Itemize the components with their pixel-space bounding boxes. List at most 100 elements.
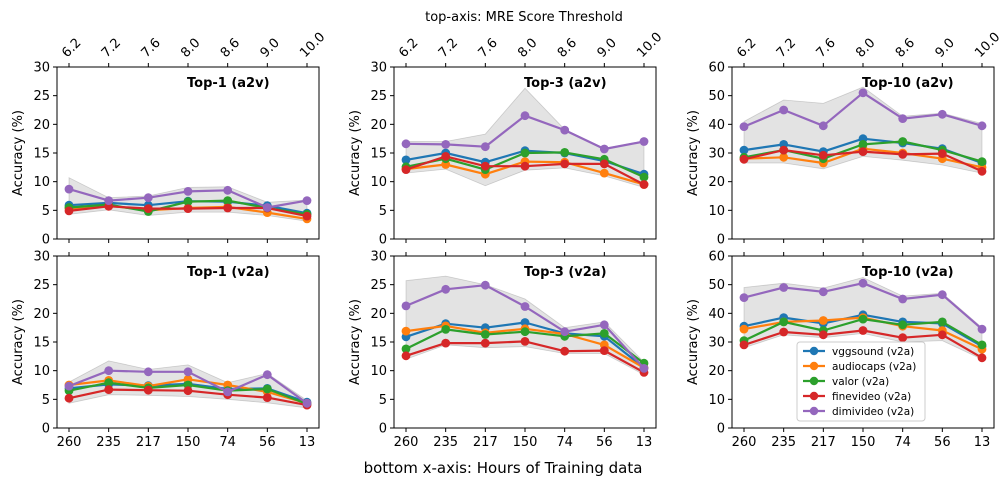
top-10-a2v-ytick-label-6: 60 xyxy=(708,61,725,76)
top-1-v2a-xtick-label-1: 235 xyxy=(96,435,121,450)
top-10-v2a-point-dimivideo-4 xyxy=(898,294,908,304)
top-3-a2v-ytick-label-5: 25 xyxy=(370,89,387,104)
top-1-a2v-top-tick-label-1: 7.2 xyxy=(99,36,124,61)
legend-marker-audiocaps xyxy=(809,361,819,371)
top-1-v2a-xtick-label-2: 217 xyxy=(136,435,161,450)
top-10-v2a-xtick-label-0: 260 xyxy=(732,435,757,450)
top-1-v2a-point-dimivideo-0 xyxy=(64,381,74,391)
top-3-a2v-top-tick-label-4: 8.6 xyxy=(555,36,580,61)
top-1-a2v-point-finevideo-6 xyxy=(302,211,312,221)
top-10-a2v-point-dimivideo-1 xyxy=(779,105,789,115)
top-1-v2a-xtick-label-6: 13 xyxy=(299,435,316,450)
legend-marker-finevideo xyxy=(809,391,819,401)
top-3-a2v-top-tick-label-1: 7.2 xyxy=(436,36,461,61)
top-1-a2v-ytick-label-0: 0 xyxy=(42,233,50,248)
top-10-v2a-ytick-label-6: 60 xyxy=(708,250,725,265)
top-10-a2v-point-finevideo-2 xyxy=(818,150,828,160)
top-3-v2a-xtick-label-4: 74 xyxy=(556,435,573,450)
top-3-v2a-xtick-label-3: 150 xyxy=(513,435,538,450)
legend-marker-dimivideo xyxy=(809,406,819,416)
top-3-v2a-point-finevideo-3 xyxy=(520,337,530,346)
top-10-a2v-point-vggsound-0 xyxy=(739,145,749,155)
top-3-a2v-point-dimivideo-0 xyxy=(401,139,411,149)
top-3-v2a-ylabel: Accuracy (%) xyxy=(348,299,363,385)
legend-label-valor: valor (v2a) xyxy=(832,376,889,388)
top-1-a2v-ytick-label-2: 10 xyxy=(33,175,50,190)
top-10-a2v-ytick-label-0: 0 xyxy=(717,233,725,248)
top-10-v2a-point-audiocaps-0 xyxy=(739,324,749,334)
top-3-a2v-top-tick-label-6: 10.0 xyxy=(634,30,665,61)
top-3-v2a-xtick-label-2: 217 xyxy=(473,435,498,450)
top-1-v2a-point-dimivideo-1 xyxy=(104,366,114,376)
top-3-a2v-ytick-label-1: 5 xyxy=(379,204,387,219)
top-10-a2v-top-tick-label-5: 9.0 xyxy=(933,36,958,61)
top-1-a2v-point-valor-4 xyxy=(223,196,233,206)
top-10-a2v-point-finevideo-5 xyxy=(937,149,947,159)
top-3-a2v-ytick-label-2: 10 xyxy=(370,175,387,190)
top-1-a2v-top-tick-label-5: 9.0 xyxy=(258,36,283,61)
top-1-a2v-ylabel: Accuracy (%) xyxy=(11,110,26,196)
top-1-v2a-ytick-label-3: 15 xyxy=(33,336,50,351)
bottom-axis-title: bottom x-axis: Hours of Training data xyxy=(364,459,643,477)
top-10-a2v-point-finevideo-1 xyxy=(779,145,789,155)
top-10-a2v-ylabel: Accuracy (%) xyxy=(686,110,701,196)
top-1-a2v-ytick-label-1: 5 xyxy=(42,204,50,219)
top-10-v2a-point-finevideo-0 xyxy=(739,340,749,350)
top-3-v2a-point-finevideo-1 xyxy=(441,338,451,348)
top-10-v2a-point-valor-5 xyxy=(937,317,947,327)
top-10-a2v-top-tick-label-2: 7.6 xyxy=(814,36,839,61)
top-1-a2v-point-dimivideo-5 xyxy=(262,203,272,212)
top-3-v2a-ytick-label-4: 20 xyxy=(370,307,387,322)
panel-top-10-v2a: 0 10 20 30 40 50 60 260 235 217 150 74 56 13 Accuracy … xyxy=(686,250,995,450)
top-1-v2a-xtick-label-5: 56 xyxy=(259,435,276,450)
top-10-a2v-point-finevideo-4 xyxy=(898,150,908,159)
top-10-a2v-top-tick-label-4: 8.6 xyxy=(893,36,918,61)
top-1-a2v-point-dimivideo-2 xyxy=(143,193,153,203)
top-1-v2a-ytick-label-1: 5 xyxy=(42,393,50,408)
top-10-v2a-ylabel: Accuracy (%) xyxy=(686,299,701,385)
panel-top-3-v2a: 0 5 10 15 20 25 30 260 235 217 150 74 56 13 Accuracy (… xyxy=(348,250,657,450)
chart-panels: 0 5 10 15 20 25 30 6.2 7.2 7.6 8.0 8.6 9.0 10.0 Accura… xyxy=(11,30,1003,450)
legend-box xyxy=(796,341,926,422)
top-3-a2v-title: Top-3 (a2v) xyxy=(524,76,607,91)
legend-label-audiocaps: audiocaps (v2a) xyxy=(832,361,916,373)
top-3-a2v-point-dimivideo-6 xyxy=(639,137,649,146)
top-10-v2a-point-dimivideo-0 xyxy=(739,293,749,302)
top-10-v2a-point-valor-3 xyxy=(858,314,868,324)
top-3-v2a-xtick-label-5: 56 xyxy=(596,435,613,450)
top-3-v2a-xtick-label-1: 235 xyxy=(433,435,458,450)
top-10-v2a-ytick-label-0: 0 xyxy=(717,422,725,437)
panel-top-10-a2v: 0 10 20 30 40 50 60 6.2 7.2 7.6 8.0 8.6 9.0 10.0 Accur… xyxy=(686,30,1003,248)
top-10-a2v-ytick-label-2: 20 xyxy=(708,175,725,190)
top-3-a2v-point-dimivideo-2 xyxy=(480,142,490,152)
top-1-a2v-point-dimivideo-3 xyxy=(183,187,193,196)
top-1-v2a-point-dimivideo-6 xyxy=(302,398,312,408)
top-1-a2v-top-tick-label-4: 8.6 xyxy=(218,36,243,61)
top-3-v2a-ytick-label-0: 0 xyxy=(379,422,387,437)
top-10-v2a-point-finevideo-5 xyxy=(937,330,947,340)
top-3-a2v-point-finevideo-2 xyxy=(480,161,490,171)
top-10-a2v-point-finevideo-6 xyxy=(977,166,987,176)
top-10-v2a-point-finevideo-2 xyxy=(818,330,828,340)
top-1-v2a-point-finevideo-5 xyxy=(262,393,272,402)
top-1-a2v-point-valor-3 xyxy=(183,197,193,207)
top-3-a2v-ylabel: Accuracy (%) xyxy=(348,110,363,196)
top-10-a2v-point-dimivideo-5 xyxy=(937,109,947,119)
top-3-a2v-point-finevideo-6 xyxy=(639,180,649,189)
top-1-v2a-ytick-label-5: 25 xyxy=(33,278,50,293)
top-10-v2a-ytick-label-4: 40 xyxy=(708,307,725,322)
top-3-v2a-point-vggsound-3 xyxy=(520,318,530,327)
top-3-a2v-ytick-label-3: 15 xyxy=(370,147,387,162)
top-10-a2v-title: Top-10 (a2v) xyxy=(862,76,954,91)
top-3-v2a-point-valor-5 xyxy=(599,329,609,338)
top-10-v2a-point-dimivideo-2 xyxy=(818,287,828,297)
top-1-a2v-point-dimivideo-1 xyxy=(104,196,114,206)
top-10-a2v-point-dimivideo-6 xyxy=(977,121,987,131)
top-3-v2a-point-valor-1 xyxy=(441,325,451,334)
top-10-v2a-xtick-label-3: 150 xyxy=(851,435,876,450)
top-1-v2a-point-finevideo-2 xyxy=(143,385,153,395)
top-10-a2v-point-finevideo-3 xyxy=(858,147,868,157)
top-10-a2v-point-dimivideo-0 xyxy=(739,122,749,131)
top-1-a2v-point-finevideo-0 xyxy=(64,206,74,216)
